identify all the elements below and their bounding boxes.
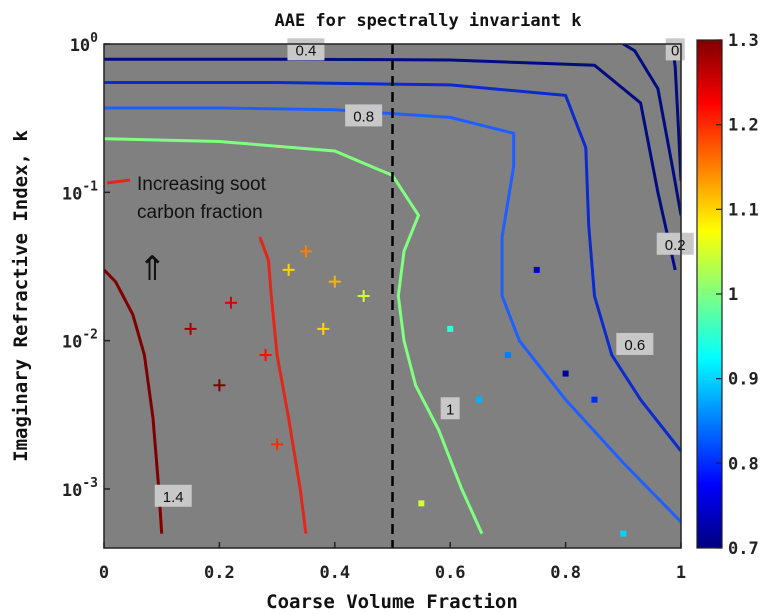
- annotation-line-2: carbon fraction: [137, 202, 263, 223]
- scatter-point-plus: [224, 296, 237, 309]
- scatter-point-plus: [357, 290, 370, 302]
- scatter-point-plus: [271, 438, 284, 451]
- scatter-point-square: [504, 352, 511, 359]
- scatter-point-square: [476, 396, 483, 403]
- colorbar-tick-label: 0.7: [728, 539, 759, 559]
- x-tick-label: 0.2: [204, 563, 235, 583]
- scatter-point-square: [533, 266, 540, 273]
- plot-frame: [103, 43, 682, 549]
- contour-label-box: [345, 104, 383, 127]
- scatter-point-plus: [299, 245, 312, 258]
- contour-label-box: [616, 332, 654, 355]
- contour-line: [104, 137, 484, 535]
- dust-scatter-points: [418, 266, 627, 537]
- scatter-point-plus: [328, 275, 341, 288]
- scatter-point-square: [447, 325, 454, 332]
- x-tick-label: 0.4: [319, 563, 350, 583]
- scatter-point-square: [418, 500, 425, 507]
- contour-label: 1: [446, 401, 454, 418]
- y-tick-exponent: -2: [82, 328, 98, 343]
- scatter-point-plus: [213, 379, 226, 392]
- contour-label: 0.2: [665, 237, 686, 254]
- colorbar-tick-label: 0.8: [728, 454, 759, 474]
- y-tick-exponent: -3: [82, 476, 98, 491]
- scatter-point-plus: [282, 263, 295, 276]
- contour-label: 0.6: [624, 337, 645, 354]
- contour-line: [258, 236, 308, 534]
- contour-line: [104, 57, 677, 271]
- scatter-point-plus: [184, 322, 197, 335]
- colorbar-tick-label: 1.3: [728, 31, 759, 51]
- x-tick-label: 1: [676, 563, 686, 583]
- x-axis-ticks: 0 0.2 0.4 0.6 0.8 1: [99, 542, 686, 583]
- colorbar-tick-label: 1: [728, 285, 738, 305]
- soot-legend-line: [106, 178, 131, 185]
- contour-label-box: [440, 397, 460, 420]
- y-tick-label: 10-1: [62, 179, 98, 204]
- y-tick-base: 10: [62, 481, 82, 501]
- chart-title: AAE for spectrally invariant k: [274, 11, 581, 31]
- contour-line: [104, 81, 681, 453]
- colorbar-tick-label: 1.1: [728, 200, 759, 220]
- contour-line: [622, 44, 681, 216]
- contour-label: 0.4: [296, 42, 317, 59]
- y-tick-exponent: -1: [82, 179, 98, 194]
- x-tick-label: 0.8: [550, 563, 581, 583]
- contour-label: 0.8: [353, 108, 374, 125]
- y-tick-base: 10: [70, 36, 90, 56]
- y-tick-label: 100: [70, 31, 98, 56]
- contour-label-box: [154, 484, 192, 507]
- contour-label: 1.4: [163, 489, 184, 506]
- colorbar-tick-label: 0.9: [728, 370, 759, 390]
- contour-line: [104, 106, 681, 523]
- colorbar-ticks: 0.7 0.8 0.9 1 1.1 1.2 1.3: [716, 31, 759, 559]
- contour-label: 0: [671, 42, 679, 59]
- colorbar-tick-label: 1.2: [728, 116, 759, 136]
- y-tick-base: 10: [62, 333, 82, 353]
- scatter-point-square: [620, 530, 627, 537]
- scatter-point-square: [591, 396, 598, 403]
- x-tick-label: 0.6: [435, 563, 466, 583]
- up-arrow-icon: ⇑: [138, 250, 167, 288]
- y-tick-label: 10-3: [62, 476, 98, 501]
- x-tick-label: 0: [99, 563, 109, 583]
- y-tick-base: 10: [62, 184, 82, 204]
- scatter-point-square: [562, 370, 569, 377]
- contour-lines: [104, 44, 681, 535]
- scatter-point-plus: [317, 322, 330, 335]
- y-tick-label: 10-2: [62, 328, 98, 353]
- y-axis-label: Imaginary Refractive Index, k: [10, 130, 32, 462]
- contour-label-box: [656, 232, 694, 255]
- soot-scatter-points: [184, 245, 370, 451]
- x-axis-label: Coarse Volume Fraction: [266, 591, 518, 613]
- annotation-line-1: Increasing soot: [137, 174, 267, 195]
- scatter-point-plus: [259, 349, 272, 362]
- y-tick-exponent: 0: [90, 31, 98, 46]
